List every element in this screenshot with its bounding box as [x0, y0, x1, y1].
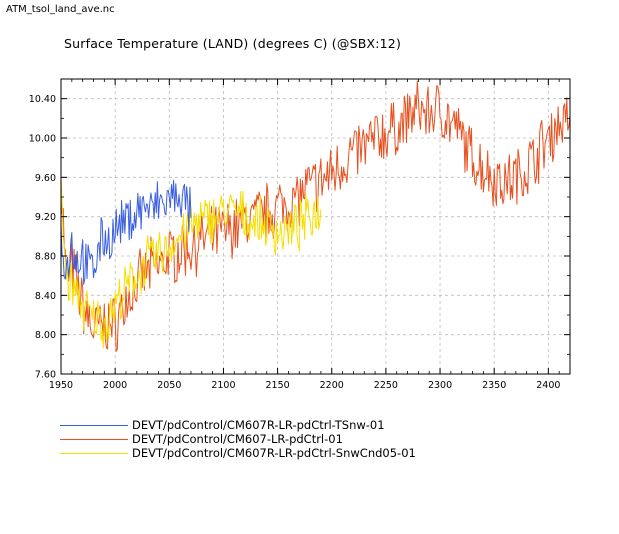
y-tick-label: 9.20 [35, 212, 56, 223]
legend-swatch-blue [60, 424, 128, 426]
x-tick-label: 2200 [320, 380, 344, 391]
legend-item-pdctrl: DEVT/pdControl/CM607-LR-pdCtrl-01 [60, 432, 343, 446]
x-tick-label: 2350 [482, 380, 506, 391]
y-tick-label: 7.60 [35, 370, 56, 381]
x-tick-label: 1950 [49, 380, 73, 391]
x-axis-tick-labels: 1950 2000 2050 2100 2150 2200 2250 2300 2350 2400 [49, 380, 561, 391]
y-tick-label: 8.80 [35, 252, 56, 263]
legend-item-tsnw: DEVT/pdControl/CM607R-LR-pdCtrl-TSnw-01 [60, 418, 385, 432]
y-tick-label: 8.40 [35, 291, 56, 302]
y-tick-label: 10.00 [29, 134, 56, 145]
x-tick-label: 2100 [211, 380, 235, 391]
x-tick-label: 2050 [157, 380, 181, 391]
legend-label: DEVT/pdControl/CM607R-LR-pdCtrl-TSnw-01 [132, 418, 385, 432]
file-label: ATM_tsol_land_ave.nc [6, 4, 115, 15]
x-tick-label: 2300 [428, 380, 452, 391]
axis-ticks [60, 79, 571, 375]
legend-label: DEVT/pdControl/CM607-LR-pdCtrl-01 [132, 432, 343, 446]
series-line [60, 179, 192, 285]
y-axis-tick-labels: 7.60 8.00 8.40 8.80 9.20 9.60 10.00 10.40 [29, 94, 56, 380]
legend-item-snwcnd: DEVT/pdControl/CM607R-LR-pdCtrl-SnwCnd05… [60, 446, 416, 460]
x-tick-label: 2250 [374, 380, 398, 391]
plot-frame [60, 78, 571, 375]
x-tick-label: 2150 [266, 380, 290, 391]
legend-swatch-yellow [60, 452, 128, 454]
legend-swatch-orange [60, 438, 128, 440]
y-tick-label: 9.60 [35, 173, 56, 184]
x-tick-label: 2400 [536, 380, 560, 391]
x-tick-label: 2000 [103, 380, 127, 391]
legend-label: DEVT/pdControl/CM607R-LR-pdCtrl-SnwCnd05… [132, 446, 416, 460]
y-tick-label: 10.40 [29, 94, 56, 105]
y-tick-label: 8.00 [35, 330, 56, 341]
chart-title: Surface Temperature (LAND) (degrees C) (… [64, 36, 402, 51]
series-lines [60, 80, 571, 352]
